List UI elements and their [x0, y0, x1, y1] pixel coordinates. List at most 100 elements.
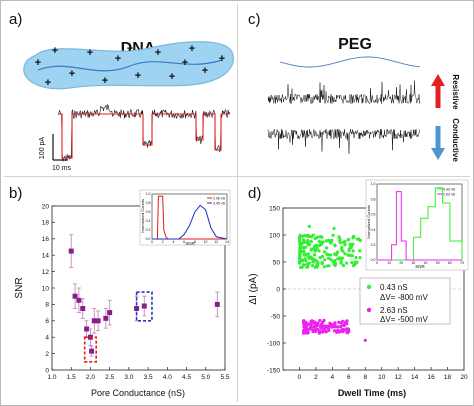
chart-d-xtick-label: 12: [395, 374, 403, 381]
chart-d-point: [312, 320, 316, 324]
chart-d-point: [335, 250, 340, 254]
inset-b-ytick-label: 0.4: [146, 219, 151, 223]
chart-b-point: [80, 306, 86, 311]
peg-trace-resistive: [267, 80, 421, 105]
scale-bar-x-label: 10 ms: [52, 165, 72, 172]
chart-d-point: [325, 324, 329, 328]
chart-d-xtick-label: 14: [411, 374, 419, 381]
chart-b-point: [84, 326, 90, 332]
inset-b-ytick-label: 0.8: [146, 201, 151, 205]
charge-plus-sign: +: [45, 77, 51, 89]
chart-d-point: [340, 248, 344, 252]
panel-divider-vertical: [237, 4, 238, 402]
chart-d-point: [314, 248, 318, 252]
chart-b-xtick-label: 5.0: [201, 374, 210, 381]
chart-d-point: [339, 325, 343, 329]
chart-d-xtick-label: 20: [460, 374, 468, 381]
chart-d-xlabel: Dwell Time (ms): [338, 388, 406, 398]
chart-d-point: [303, 257, 307, 261]
chart-b-point: [95, 318, 101, 324]
chart-d-point: [343, 252, 347, 256]
chart-d-point: [308, 326, 312, 330]
legend-magenta-bias: ΔV= -500 mV: [380, 315, 428, 324]
chart-d-point: [302, 234, 306, 238]
charge-plus-sign: +: [127, 43, 133, 55]
chart-d-point: [312, 253, 316, 257]
chart-d-ylabel: ΔI (pA): [248, 273, 259, 304]
chart-d-point: [297, 257, 302, 261]
chart-b-point: [89, 348, 95, 354]
chart-d-outlier: [351, 236, 355, 240]
inset-d-xtick-label: 20: [399, 261, 403, 265]
chart-d-point: [301, 238, 306, 242]
chart-b-xtick-label: 2.0: [86, 374, 95, 381]
chart-d-point: [298, 237, 302, 241]
charge-plus-sign: +: [155, 47, 161, 59]
chart-d-point: [325, 264, 330, 268]
chart-d-point: [317, 330, 321, 334]
chart-b-xtick-label: 3.0: [124, 374, 133, 381]
chart-b-xtick-label: 4.0: [163, 374, 172, 381]
chart-b-ytick-label: 2: [45, 351, 49, 358]
inset-d-xtick-label: 10: [387, 261, 391, 265]
chart-b-xtick-label: 5.5: [220, 374, 229, 381]
chart-d-point: [310, 235, 314, 239]
chart-b-point: [107, 310, 113, 316]
chart-d-point: [354, 255, 358, 260]
chart-d-point: [320, 261, 324, 265]
inset-b-ytick-label: 1.0: [146, 192, 151, 196]
chart-d-xtick-label: 6: [347, 374, 351, 381]
inset-b-xtick-label: 0: [151, 240, 153, 244]
chart-d-point: [351, 249, 355, 253]
snr-vs-conductance-chart: Pore Conductance (nS) SNR 1.0 1.5 2.0 2.5 3.…: [14, 203, 230, 398]
inset-b-xtick-label: 8: [194, 240, 196, 244]
inset-d-xtick-label: 60: [448, 261, 452, 265]
chart-d-point: [314, 322, 319, 326]
chart-b-ytick-label: 16: [42, 236, 50, 243]
chart-d-point: [350, 261, 354, 265]
chart-d-xtick-label: 16: [427, 374, 435, 381]
chart-d-point: [328, 253, 333, 257]
chart-d-point: [297, 259, 302, 264]
charge-plus-sign: +: [69, 68, 75, 80]
chart-b-highlight-box: [135, 291, 153, 322]
chart-d-point: [316, 327, 320, 331]
chart-d-point: [310, 322, 314, 326]
chart-d-ytick-label: -100: [267, 340, 280, 347]
chart-b-ytick-label: 18: [42, 220, 50, 227]
chart-d-point: [300, 241, 304, 245]
chart-b-point: [214, 301, 220, 307]
chart-b-xlabel: Pore Conductance (nS): [91, 388, 185, 398]
chart-d-point: [302, 249, 306, 253]
chart-d-point: [315, 262, 319, 267]
chart-d-ytick-label: 0: [276, 286, 280, 293]
chart-d-outlier: [332, 226, 336, 231]
dna-fit-line: [58, 113, 230, 159]
inset-d-series-line: [377, 191, 462, 261]
chart-b-ytick-label: 20: [42, 203, 50, 210]
snr-histogram-inset-d: SNR Normalized Counts 0 10 20 30 40 50 60 70 0.0…: [365, 179, 469, 271]
inset-b-xtick-label: 6: [183, 240, 185, 244]
chart-d-point: [341, 263, 346, 268]
peg-trace-conductive: [267, 128, 421, 154]
chart-d-point: [322, 318, 326, 322]
inset-d-xtick-label: 70: [460, 261, 464, 265]
peg-polymer-wave: [279, 56, 421, 68]
dna-charge-symbols: +++++++++++++++: [35, 43, 225, 89]
chart-d-point: [334, 262, 338, 266]
chart-d-point: [338, 240, 342, 245]
chart-d-point: [341, 329, 345, 334]
charge-plus-sign: +: [219, 53, 225, 65]
peg-trace-line: [267, 80, 421, 105]
chart-d-point: [318, 256, 322, 260]
chart-d-xtick-label: 2: [314, 374, 318, 381]
chart-d-point: [327, 328, 331, 332]
chart-d-point: [318, 243, 322, 248]
charge-plus-sign: +: [87, 47, 93, 59]
peg-trace-line: [267, 128, 421, 154]
chart-d-point: [342, 323, 346, 328]
inset-d-ytick-label: 0.6: [371, 213, 376, 217]
inset-d-ytick-label: 1.0: [371, 182, 376, 186]
legend-green-label: 0.43 nS: [380, 283, 408, 292]
chart-d-point: [302, 330, 306, 334]
